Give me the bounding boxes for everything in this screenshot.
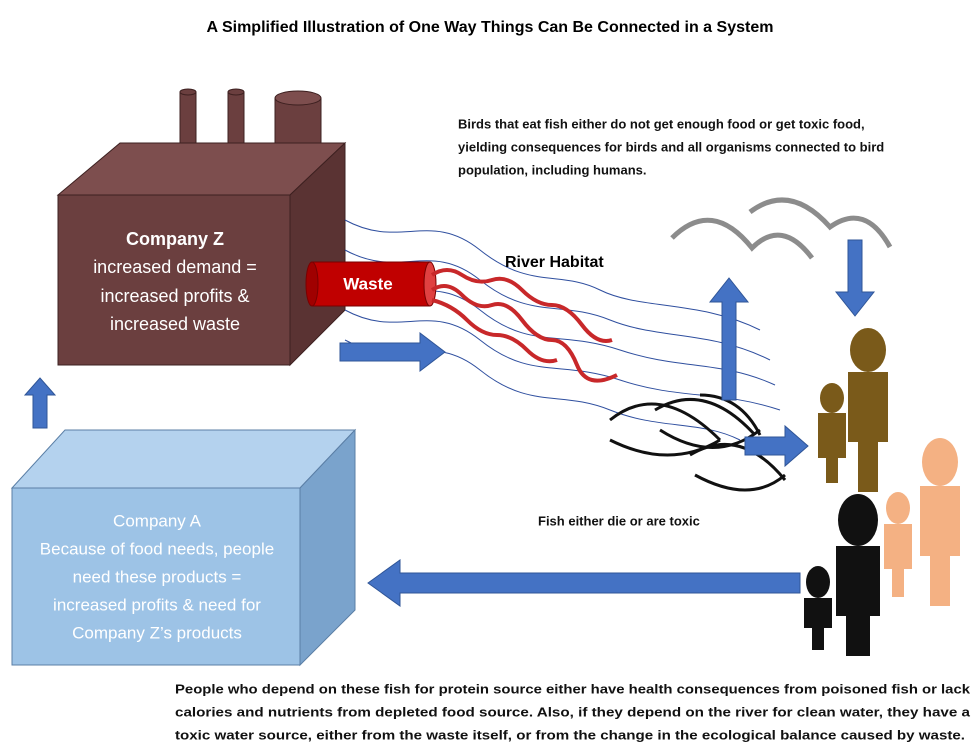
river-label: River Habitat xyxy=(505,254,604,271)
birds xyxy=(670,197,893,260)
arrow-down xyxy=(834,239,876,317)
company-z-name: Company Z xyxy=(126,229,224,249)
people-note: People who depend on these fish for prot… xyxy=(175,681,971,696)
arrow-left xyxy=(367,559,801,607)
people-black xyxy=(804,494,880,656)
company-a-line: increased profits & need for xyxy=(53,595,261,614)
title: A Simplified Illustration of One Way Thi… xyxy=(207,19,774,36)
people-note: toxic water source, either from the wast… xyxy=(175,727,965,742)
arrow-right xyxy=(339,331,446,373)
company-a-box xyxy=(10,428,357,667)
fish xyxy=(609,393,787,492)
arrow-up xyxy=(708,277,750,401)
birds-note: yielding consequences for birds and all … xyxy=(458,139,884,154)
company-z-line: increased waste xyxy=(110,314,240,334)
company-a-name: Company A xyxy=(113,511,202,530)
people-brown xyxy=(818,328,888,492)
company-a-line: Because of food needs, people xyxy=(40,539,274,558)
company-a-line: need these products = xyxy=(73,567,242,586)
river-waves xyxy=(344,219,781,441)
birds-note: population, including humans. xyxy=(458,162,647,177)
company-a-line: Company Z’s products xyxy=(72,623,242,642)
arrow-right xyxy=(744,424,809,468)
people-note: calories and nutrients from depleted foo… xyxy=(175,704,971,719)
company-z-box xyxy=(56,141,347,367)
fish-note: Fish either die or are toxic xyxy=(538,513,700,528)
company-z-line: increased demand = xyxy=(93,257,257,277)
company-z-line: increased profits & xyxy=(100,286,249,306)
waste-label: Waste xyxy=(343,274,392,293)
waste-cylinder xyxy=(305,261,437,307)
birds-note: Birds that eat fish either do not get en… xyxy=(458,116,865,131)
people-peach xyxy=(884,438,960,606)
waste-plume xyxy=(430,268,618,383)
arrow-up xyxy=(23,377,57,429)
